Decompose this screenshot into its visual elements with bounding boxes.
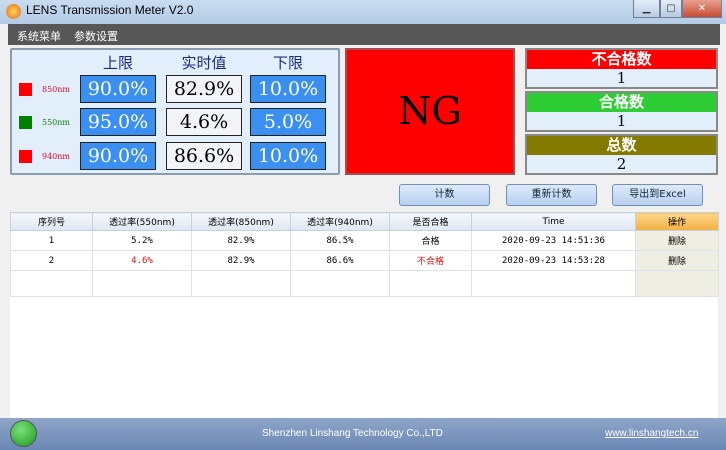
total-counter-value: 2: [616, 155, 627, 173]
table-row[interactable]: 2 4.6% 82.9% 86.6% 不合格 2020-09-23 14:53:28 删除: [10, 250, 719, 271]
wavelength-label: 850nm: [42, 85, 71, 94]
realtime-value: 82.9%: [166, 75, 242, 103]
window-title: LENS Transmission Meter V2.0: [26, 3, 194, 17]
table-cell: [10, 270, 93, 297]
table-cell: [635, 270, 719, 297]
delete-button[interactable]: 删除: [635, 230, 719, 251]
column-header[interactable]: 序列号: [10, 212, 93, 231]
table-row-empty: [10, 270, 719, 297]
table-cell: 1: [10, 230, 93, 251]
table-cell: 4.6%: [92, 250, 192, 271]
table-cell: 2: [10, 250, 93, 271]
title-bar: [0, 0, 726, 24]
lower-limit-value[interactable]: 10.0%: [250, 75, 326, 103]
count-button[interactable]: 计数: [399, 184, 490, 206]
table-cell: 86.5%: [290, 230, 390, 251]
close-button[interactable]: ✕: [682, 0, 722, 18]
fail-counter-value: 1: [616, 69, 627, 87]
table-cell: 82.9%: [191, 250, 291, 271]
recount-button[interactable]: 重新计数: [506, 184, 597, 206]
column-header[interactable]: 透过率(850nm): [191, 212, 291, 231]
wavelength-color-icon: [19, 116, 32, 129]
pass-counter-value: 1: [616, 112, 627, 130]
column-header[interactable]: 透过率(550nm): [92, 212, 192, 231]
table-cell: 82.9%: [191, 230, 291, 251]
table-cell: [389, 270, 472, 297]
app-icon: [6, 4, 21, 19]
wavelength-color-icon: [19, 83, 32, 96]
table-cell: [471, 270, 636, 297]
column-header[interactable]: 操作: [635, 212, 719, 231]
table-cell: 不合格: [389, 250, 472, 271]
total-counter-label: 总数: [527, 136, 716, 155]
lower-limit-value[interactable]: 5.0%: [250, 108, 326, 136]
column-header[interactable]: 是否合格: [389, 212, 472, 231]
website-link[interactable]: www.linshangtech.cn: [605, 428, 699, 439]
column-header[interactable]: Time: [471, 212, 636, 231]
table-cell: [92, 270, 192, 297]
table-cell: 合格: [389, 230, 472, 251]
fail-counter-label: 不合格数: [527, 50, 716, 69]
table-cell: 86.6%: [290, 250, 390, 271]
result-indicator: NG: [345, 48, 515, 175]
export-excel-button[interactable]: 导出到Excel: [612, 184, 703, 206]
lower-limit-header: 下限: [272, 54, 303, 72]
delete-button[interactable]: 删除: [635, 250, 719, 271]
company-name: Shenzhen Linshang Technology Co.,LTD: [262, 428, 443, 439]
records-table: 序列号 透过率(550nm) 透过率(850nm) 透过率(940nm) 是否合格 Tim…: [10, 212, 719, 418]
realtime-value: 4.6%: [166, 108, 242, 136]
table-cell: 2020-09-23 14:51:36: [471, 230, 636, 251]
table-cell: 2020-09-23 14:53:28: [471, 250, 636, 271]
maximize-button[interactable]: ▢: [660, 0, 682, 18]
table-cell: [191, 270, 291, 297]
upper-limit-value[interactable]: 90.0%: [80, 75, 156, 103]
upper-limit-value[interactable]: 90.0%: [80, 142, 156, 170]
wavelength-label: 550nm: [42, 118, 71, 127]
table-row[interactable]: 1 5.2% 82.9% 86.5% 合格 2020-09-23 14:51:36 删除: [10, 230, 719, 251]
upper-limit-header: 上限: [102, 54, 133, 72]
upper-limit-value[interactable]: 95.0%: [80, 108, 156, 136]
status-bar: [0, 418, 726, 450]
menu-settings[interactable]: 参数设置: [74, 30, 118, 43]
pass-counter-label: 合格数: [527, 93, 716, 112]
wavelength-color-icon: [19, 150, 32, 163]
pass-counter: 合格数 1: [525, 91, 718, 132]
minimize-button[interactable]: ▁: [633, 0, 660, 18]
table-cell: [290, 270, 390, 297]
lower-limit-value[interactable]: 10.0%: [250, 142, 326, 170]
total-counter: 总数 2: [525, 134, 718, 175]
wavelength-label: 940nm: [42, 152, 71, 161]
realtime-value: 86.6%: [166, 142, 242, 170]
status-indicator-icon: [10, 420, 37, 447]
menu-system[interactable]: 系统菜单: [17, 30, 61, 43]
table-cell: 5.2%: [92, 230, 192, 251]
fail-counter: 不合格数 1: [525, 48, 718, 89]
column-header[interactable]: 透过率(940nm): [290, 212, 390, 231]
menu-bar: [8, 24, 720, 45]
realtime-header: 实时值: [181, 54, 227, 72]
